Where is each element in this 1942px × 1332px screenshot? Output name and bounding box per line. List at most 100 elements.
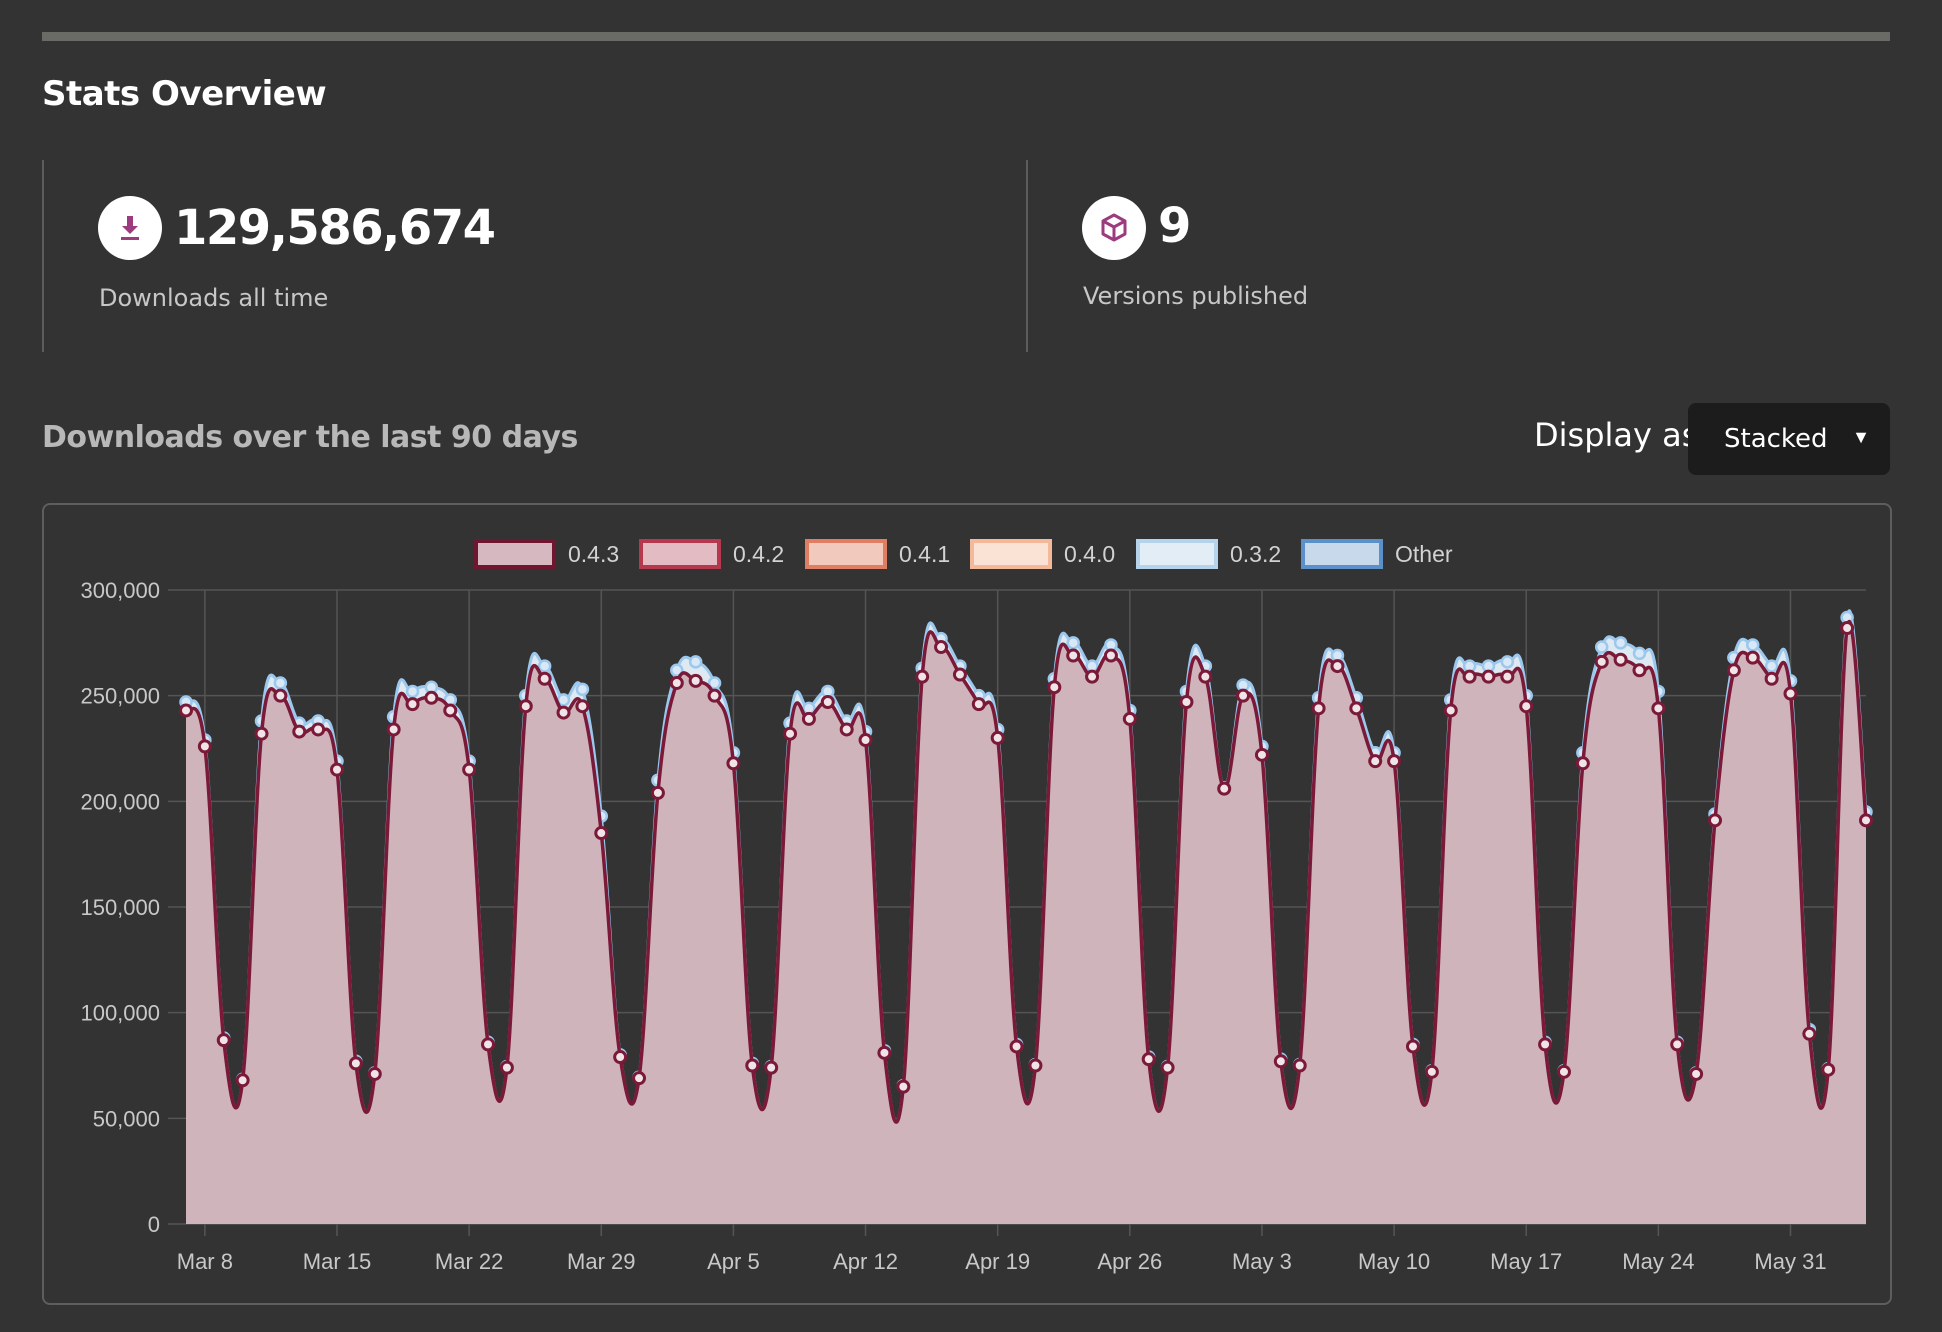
data-point-other [1068, 637, 1079, 648]
data-point-0-4-3 [388, 724, 399, 735]
data-point-0-4-3 [1219, 783, 1230, 794]
data-point-0-4-3 [1558, 1066, 1569, 1077]
data-point-0-4-3 [917, 671, 928, 682]
downloads-stat-card: 129,586,674 Downloads all time [42, 160, 1026, 352]
data-point-0-4-3 [350, 1058, 361, 1069]
legend-label: 0.3.2 [1230, 541, 1281, 567]
data-point-0-4-3 [1143, 1054, 1154, 1065]
data-point-0-4-3 [1747, 652, 1758, 663]
data-point-0-4-3 [369, 1068, 380, 1079]
data-point-0-4-3 [634, 1073, 645, 1084]
downloads-chart: 050,000100,000150,000200,000250,000300,0… [44, 505, 1890, 1303]
data-point-0-4-3 [181, 705, 192, 716]
data-point-other [275, 677, 286, 688]
x-tick-label: Apr 19 [965, 1249, 1030, 1274]
data-point-0-4-3 [199, 741, 210, 752]
data-point-0-4-3 [1728, 665, 1739, 676]
display-as-label: Display as [1534, 416, 1698, 454]
legend-swatch [1138, 541, 1216, 567]
data-point-other [1502, 656, 1513, 667]
x-tick-label: Mar 8 [177, 1249, 233, 1274]
page-title: Stats Overview [42, 74, 326, 114]
data-point-0-4-3 [1596, 656, 1607, 667]
x-tick-label: Apr 5 [707, 1249, 760, 1274]
data-point-0-4-3 [1464, 671, 1475, 682]
data-point-other [1615, 637, 1626, 648]
data-point-0-4-3 [237, 1075, 248, 1086]
x-tick-label: May 24 [1622, 1249, 1694, 1274]
y-tick-label: 50,000 [93, 1106, 160, 1131]
data-point-0-4-3 [822, 697, 833, 708]
data-point-0-4-3 [1068, 650, 1079, 661]
data-point-0-4-3 [275, 690, 286, 701]
data-point-0-4-3 [652, 787, 663, 798]
legend-label: 0.4.3 [568, 541, 619, 567]
data-point-0-4-3 [1804, 1028, 1815, 1039]
y-tick-label: 200,000 [80, 789, 160, 814]
series-area-0-4-3 [186, 622, 1866, 1224]
data-point-0-4-3 [1332, 661, 1343, 672]
data-point-0-4-3 [332, 764, 343, 775]
data-point-0-4-3 [954, 669, 965, 680]
chevron-down-icon: ▼ [1852, 427, 1870, 448]
data-point-0-4-3 [1049, 682, 1060, 693]
download-icon [98, 196, 162, 260]
data-point-0-4-3 [766, 1062, 777, 1073]
data-point-0-4-3 [1521, 701, 1532, 712]
data-point-0-4-3 [1672, 1039, 1683, 1050]
downloads-total-label: Downloads all time [99, 284, 328, 312]
data-point-0-4-3 [464, 764, 475, 775]
versions-count-value: 9 [1158, 194, 1190, 258]
data-point-0-4-3 [1502, 671, 1513, 682]
data-point-0-4-3 [841, 724, 852, 735]
downloads-chart-heading: Downloads over the last 90 days [42, 420, 578, 455]
data-point-0-4-3 [747, 1060, 758, 1071]
data-point-0-4-3 [1162, 1062, 1173, 1073]
display-mode-value: Stacked [1724, 424, 1828, 454]
data-point-0-4-3 [577, 701, 588, 712]
x-tick-label: Mar 22 [435, 1249, 503, 1274]
data-point-0-4-3 [1691, 1068, 1702, 1079]
data-point-0-4-3 [1785, 688, 1796, 699]
data-point-0-4-3 [256, 728, 267, 739]
data-point-0-4-3 [785, 728, 796, 739]
y-tick-label: 0 [148, 1212, 160, 1237]
legend-label: 0.4.2 [733, 541, 784, 567]
data-point-other [1596, 642, 1607, 653]
data-point-0-4-3 [1634, 665, 1645, 676]
y-tick-label: 300,000 [80, 578, 160, 603]
data-point-0-4-3 [690, 675, 701, 686]
legend-label: 0.4.0 [1064, 541, 1115, 567]
x-tick-label: Mar 29 [567, 1249, 635, 1274]
data-point-0-4-3 [1823, 1064, 1834, 1075]
data-point-0-4-3 [1426, 1066, 1437, 1077]
data-point-0-4-3 [992, 732, 1003, 743]
legend-swatch [476, 541, 554, 567]
versions-count-label: Versions published [1083, 282, 1308, 310]
y-tick-label: 250,000 [80, 684, 160, 709]
display-mode-select[interactable]: Stacked ▼ [1688, 403, 1890, 475]
data-point-0-4-3 [1766, 673, 1777, 684]
top-divider [42, 32, 1890, 41]
data-point-0-4-3 [1200, 671, 1211, 682]
data-point-0-4-3 [728, 758, 739, 769]
data-point-0-4-3 [1087, 671, 1098, 682]
x-tick-label: Mar 15 [303, 1249, 371, 1274]
x-tick-label: Apr 12 [833, 1249, 898, 1274]
data-point-0-4-3 [615, 1052, 626, 1063]
data-point-0-4-3 [1483, 671, 1494, 682]
data-point-0-4-3 [1540, 1039, 1551, 1050]
data-point-0-4-3 [1407, 1041, 1418, 1052]
legend-label: Other [1395, 541, 1453, 567]
data-point-0-4-3 [445, 705, 456, 716]
legend-swatch [1303, 541, 1381, 567]
data-point-0-4-3 [558, 707, 569, 718]
data-point-0-4-3 [898, 1081, 909, 1092]
legend-swatch [972, 541, 1050, 567]
data-point-0-4-3 [1445, 705, 1456, 716]
data-point-0-4-3 [973, 699, 984, 710]
data-point-0-4-3 [1011, 1041, 1022, 1052]
data-point-0-4-3 [936, 642, 947, 653]
data-point-0-4-3 [803, 713, 814, 724]
data-point-0-4-3 [1238, 690, 1249, 701]
